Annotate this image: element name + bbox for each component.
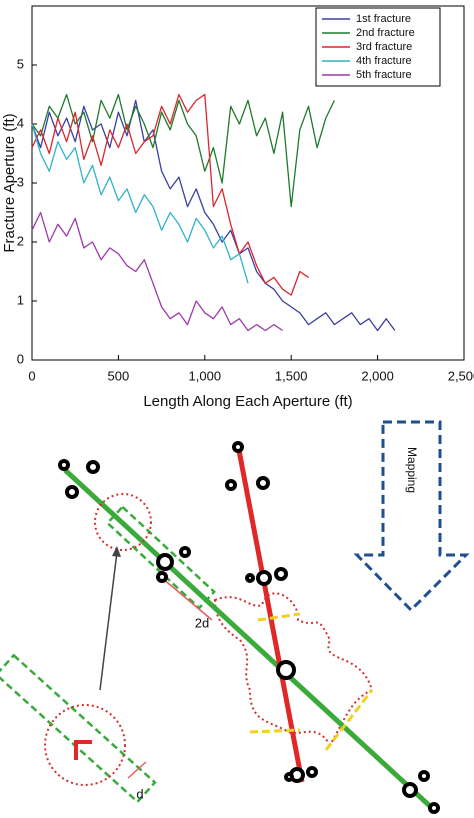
pointer bbox=[99, 551, 118, 691]
node bbox=[306, 766, 318, 778]
label-2d: 2d bbox=[195, 615, 209, 630]
legend-label: 5th fracture bbox=[356, 69, 412, 81]
search-circle bbox=[44, 704, 126, 786]
node bbox=[156, 571, 168, 583]
node bbox=[65, 485, 79, 499]
mapping-label: Mapping bbox=[405, 447, 419, 493]
x-tick-label: 2,500 bbox=[448, 368, 474, 383]
search-circle bbox=[94, 493, 152, 551]
yellow-segment bbox=[249, 728, 301, 734]
legend-label: 3rd fracture bbox=[356, 41, 412, 53]
series-line bbox=[31, 123, 249, 284]
node bbox=[179, 546, 191, 558]
window-detail bbox=[0, 653, 157, 804]
node bbox=[86, 460, 100, 474]
pointer-head bbox=[112, 546, 121, 557]
angle-mark bbox=[74, 740, 92, 760]
nodes bbox=[58, 441, 440, 814]
series-line bbox=[31, 99, 396, 332]
fracture-outline bbox=[213, 592, 374, 747]
node bbox=[225, 479, 237, 491]
yellow-segment bbox=[257, 612, 301, 622]
node bbox=[245, 573, 255, 583]
y-tick-label: 4 bbox=[17, 115, 24, 130]
legend-label: 4th fracture bbox=[356, 55, 412, 67]
green-fracture bbox=[63, 468, 434, 810]
legend-label: 2nd fracture bbox=[356, 27, 415, 39]
red-fracture bbox=[235, 444, 305, 783]
y-axis-label: Fracture Aperture (ft) bbox=[1, 113, 18, 252]
series-line bbox=[31, 211, 283, 332]
node bbox=[256, 476, 270, 490]
node bbox=[232, 441, 244, 453]
x-tick-label: 1,500 bbox=[275, 368, 308, 383]
node bbox=[402, 782, 418, 798]
window-2d bbox=[105, 505, 216, 610]
series-line bbox=[31, 93, 309, 296]
x-tick-label: 500 bbox=[108, 368, 130, 383]
y-tick-label: 1 bbox=[17, 292, 24, 307]
node bbox=[256, 570, 272, 586]
dimension-d bbox=[127, 761, 147, 779]
node bbox=[418, 770, 430, 782]
node bbox=[428, 802, 440, 814]
y-tick-label: 3 bbox=[17, 174, 24, 189]
yellow-segment bbox=[324, 689, 374, 751]
mapping-arrow bbox=[353, 420, 470, 613]
plot: 0 500 1,000 1,500 2,000 2,500 0 1 2 3 4 5 1st fractu… bbox=[17, 5, 474, 383]
x-axis-label: Length Along Each Aperture (ft) bbox=[143, 393, 352, 410]
dimension-2d bbox=[161, 577, 213, 621]
node bbox=[274, 567, 288, 581]
label-d: d bbox=[136, 786, 143, 801]
x-tick-label: 0 bbox=[28, 368, 35, 383]
diagram: Mapping 2d d bbox=[0, 420, 470, 814]
legend-label: 1st fracture bbox=[356, 13, 411, 25]
x-tick-label: 1,000 bbox=[189, 368, 222, 383]
x-tick-label: 2,000 bbox=[361, 368, 394, 383]
node bbox=[276, 660, 296, 680]
node bbox=[284, 772, 294, 782]
y-tick-label: 0 bbox=[17, 351, 24, 366]
series-line bbox=[31, 93, 335, 208]
node bbox=[156, 553, 174, 571]
y-tick-label: 2 bbox=[17, 233, 24, 248]
node bbox=[58, 459, 70, 471]
y-tick-label: 5 bbox=[17, 56, 24, 71]
